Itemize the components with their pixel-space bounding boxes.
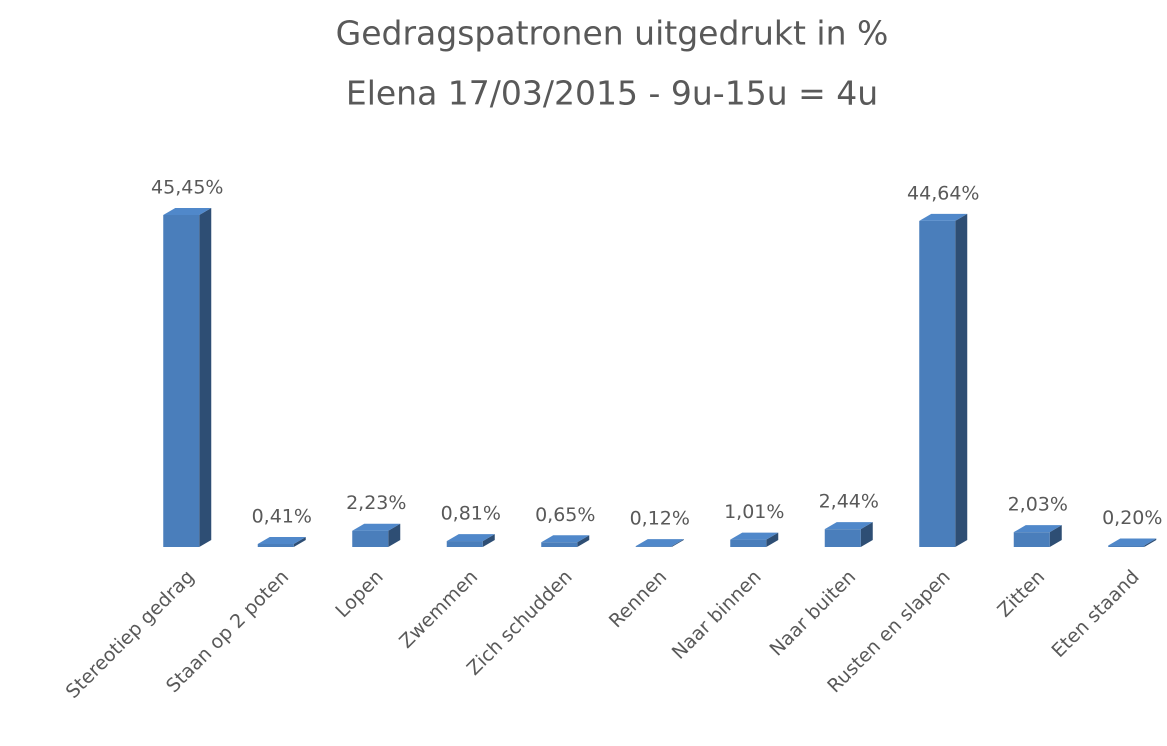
bar-front <box>824 529 861 547</box>
chart-title: Gedragspatronen uitgedrukt in % <box>336 14 889 53</box>
bar <box>919 213 968 548</box>
data-label: 0,65% <box>535 504 595 526</box>
bar-side <box>766 532 779 547</box>
bar-side <box>577 535 590 547</box>
bar-side <box>1144 538 1157 547</box>
bar <box>446 534 495 547</box>
bar-side <box>482 534 495 547</box>
x-tick-label: Lopen <box>331 566 387 622</box>
data-label: 1,01% <box>724 501 784 523</box>
x-tick-label: Eten staand <box>1048 566 1144 662</box>
data-label: 2,44% <box>819 491 879 513</box>
data-label: 44,64% <box>907 182 979 204</box>
bar-side <box>199 208 212 547</box>
bar <box>635 539 684 547</box>
bar-front <box>1108 545 1145 547</box>
bar-front <box>446 541 483 547</box>
bar <box>352 523 401 547</box>
bar-top <box>919 213 968 221</box>
bar <box>541 535 590 547</box>
bar <box>257 537 306 547</box>
bar-side <box>1049 525 1062 547</box>
bar <box>1108 538 1157 547</box>
bar-front <box>635 546 672 547</box>
bar-top <box>541 535 590 543</box>
bar <box>730 532 779 547</box>
bar-side <box>860 522 873 547</box>
bar-front <box>257 544 294 547</box>
data-label: 0,12% <box>630 508 690 530</box>
bar <box>1013 525 1062 547</box>
bar-side <box>671 539 684 547</box>
bar-front <box>1013 532 1050 547</box>
bar-top <box>730 532 779 540</box>
bar-front <box>352 530 389 547</box>
bar-top <box>635 539 684 547</box>
data-label: 0,20% <box>1102 507 1162 529</box>
data-label: 45,45% <box>151 177 223 199</box>
bar <box>824 522 873 547</box>
data-label: 2,03% <box>1008 494 1068 516</box>
x-tick-label: Rennen <box>605 566 671 632</box>
bar-top <box>1108 538 1157 546</box>
bar-top <box>163 208 212 215</box>
x-tick-label: Naar binnen <box>668 566 766 664</box>
x-tick-label: Zitten <box>993 566 1049 622</box>
data-label: 0,81% <box>441 503 501 525</box>
bar <box>163 208 212 547</box>
bar-side <box>293 537 306 547</box>
bar-side <box>955 213 968 548</box>
data-label: 0,41% <box>252 506 312 528</box>
bar-side <box>388 523 401 547</box>
data-label: 2,23% <box>346 492 406 514</box>
bar-front <box>163 215 200 547</box>
bar-front <box>730 539 767 547</box>
x-tick-label: Zwemmen <box>395 566 482 653</box>
bar-top <box>257 537 306 545</box>
bar-top <box>824 522 873 530</box>
bar-front <box>541 542 578 547</box>
chart-subtitle: Elena 17/03/2015 - 9u-15u = 4u <box>346 74 878 113</box>
x-tick-label: Naar buiten <box>765 566 860 661</box>
bar-top <box>352 523 401 531</box>
bar-top <box>1013 525 1062 533</box>
bar-front <box>919 220 956 548</box>
bar-top <box>446 534 495 542</box>
